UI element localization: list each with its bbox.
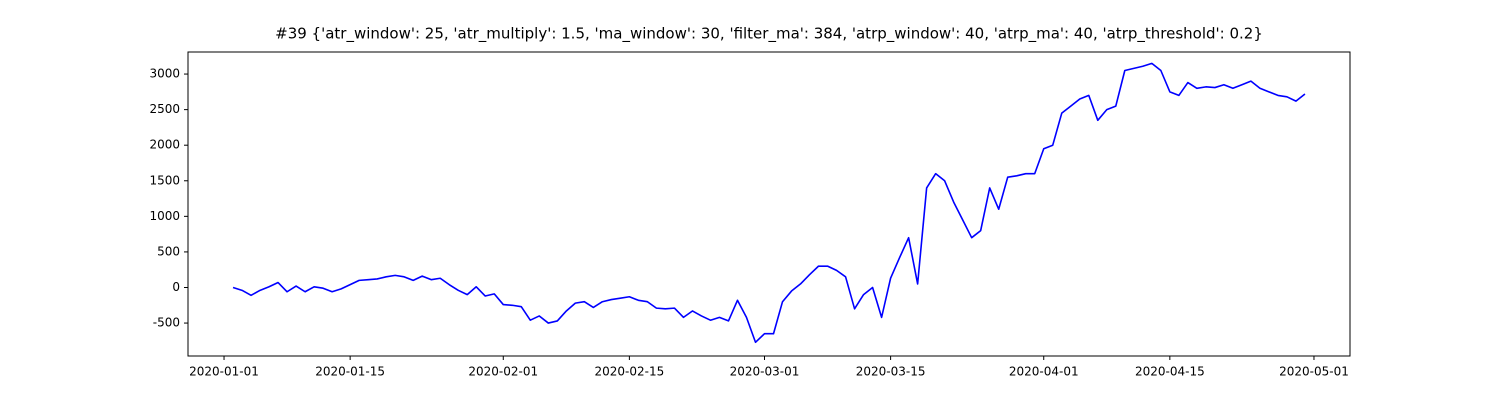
x-tick-label: 2020-03-01 xyxy=(730,365,800,379)
x-tick-label: 2020-04-01 xyxy=(1009,365,1079,379)
data-line xyxy=(232,62,1306,344)
y-tick-label: 3000 xyxy=(149,67,180,81)
x-tick-label: 2020-05-01 xyxy=(1279,365,1349,379)
y-tick-label: 2000 xyxy=(149,138,180,152)
y-tick-label: 1500 xyxy=(149,173,180,187)
y-tick-label: 1000 xyxy=(149,209,180,223)
x-tick-label: 2020-02-15 xyxy=(595,365,665,379)
x-tick-label: 2020-03-15 xyxy=(856,365,926,379)
y-tick-label: -500 xyxy=(153,316,180,330)
x-tick-label: 2020-04-15 xyxy=(1135,365,1205,379)
x-tick-label: 2020-01-01 xyxy=(189,365,259,379)
y-tick-label: 0 xyxy=(172,280,180,294)
plot-frame xyxy=(187,51,1351,357)
y-tick-label: 500 xyxy=(157,244,180,258)
x-tick-label: 2020-01-15 xyxy=(315,365,385,379)
chart-title: #39 {'atr_window': 25, 'atr_multiply': 1… xyxy=(275,25,1263,44)
y-tick-label: 2500 xyxy=(149,102,180,116)
x-tick-label: 2020-02-01 xyxy=(468,365,538,379)
